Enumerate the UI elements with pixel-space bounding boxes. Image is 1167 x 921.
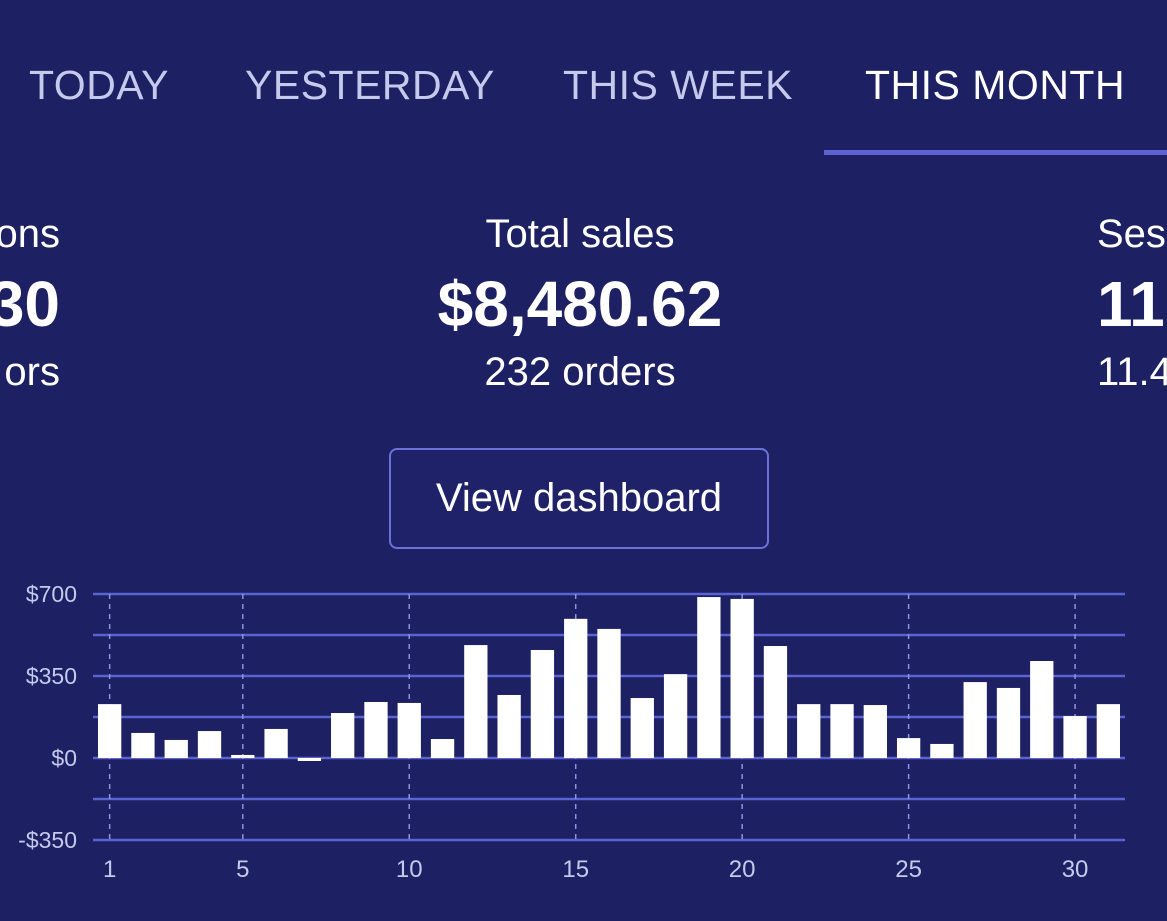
view-dashboard-button[interactable]: View dashboard bbox=[389, 448, 769, 549]
bars bbox=[97, 597, 1121, 761]
y-tick-label: $700 bbox=[26, 581, 77, 607]
bar-day-7[interactable] bbox=[297, 758, 322, 761]
bar-day-12[interactable] bbox=[464, 645, 488, 758]
stat-value: 30 bbox=[0, 268, 60, 340]
stat-visitors: ons 30 ors bbox=[0, 210, 60, 396]
date-range-tabs: TODAY YESTERDAY THIS WEEK THIS MONTH bbox=[0, 0, 1167, 156]
bar-day-17[interactable] bbox=[630, 698, 654, 758]
tab-this-week[interactable]: THIS WEEK bbox=[563, 62, 794, 108]
stat-label: Total sales bbox=[485, 212, 675, 256]
stat-subtext: ors bbox=[4, 350, 60, 394]
bar-day-10[interactable] bbox=[397, 702, 421, 758]
bar-day-1[interactable] bbox=[97, 704, 122, 758]
bar-day-27[interactable] bbox=[963, 682, 987, 758]
bar-day-23[interactable] bbox=[830, 704, 854, 758]
tab-this-month[interactable]: THIS MONTH bbox=[865, 62, 1126, 108]
stat-subtext: 232 orders bbox=[484, 350, 676, 394]
stat-total-sales: Total sales $8,480.62 232 orders bbox=[380, 210, 780, 396]
stat-value: 11 bbox=[1097, 268, 1165, 340]
bar-day-21[interactable] bbox=[763, 646, 788, 758]
bar-day-18[interactable] bbox=[663, 674, 688, 758]
tab-yesterday[interactable]: YESTERDAY bbox=[245, 62, 495, 108]
bar-day-16[interactable] bbox=[597, 628, 621, 758]
bar-day-22[interactable] bbox=[797, 704, 821, 758]
y-tick-label: -$350 bbox=[18, 827, 77, 853]
x-tick-label: 20 bbox=[729, 856, 756, 883]
bar-day-13[interactable] bbox=[497, 694, 521, 758]
bar-day-8[interactable] bbox=[331, 713, 355, 758]
sales-bar-chart: -$350$0$350$700 1 5 10 15 20 25 30 bbox=[18, 581, 1125, 883]
stat-sessions: Ses 11 11.4 bbox=[1097, 210, 1167, 396]
bar-day-28[interactable] bbox=[996, 687, 1021, 758]
bar-day-31[interactable] bbox=[1096, 704, 1121, 758]
x-tick-label: 10 bbox=[396, 856, 423, 883]
tab-today[interactable]: TODAY bbox=[29, 62, 169, 108]
y-tick-label: $0 bbox=[51, 745, 77, 771]
bar-day-11[interactable] bbox=[430, 739, 455, 758]
bar-day-24[interactable] bbox=[863, 705, 887, 758]
bar-day-3[interactable] bbox=[164, 739, 188, 758]
x-axis-ticks: 1 5 10 15 20 25 30 bbox=[103, 856, 1088, 883]
active-tab-indicator bbox=[824, 150, 1167, 155]
bar-day-4[interactable] bbox=[197, 731, 222, 758]
bar-day-6[interactable] bbox=[264, 728, 288, 758]
bar-day-2[interactable] bbox=[131, 732, 155, 758]
bar-day-26[interactable] bbox=[930, 743, 954, 758]
stat-subtext: 11.4 bbox=[1097, 350, 1167, 394]
bar-day-19[interactable] bbox=[697, 597, 721, 758]
bar-day-14[interactable] bbox=[530, 649, 555, 758]
bar-day-5[interactable] bbox=[231, 754, 255, 758]
x-tick-label: 1 bbox=[103, 856, 116, 883]
x-tick-label: 30 bbox=[1062, 856, 1089, 883]
bar-day-25[interactable] bbox=[896, 738, 921, 758]
bar-day-9[interactable] bbox=[364, 702, 388, 758]
x-tick-label: 5 bbox=[236, 856, 249, 883]
x-tick-label: 15 bbox=[562, 856, 589, 883]
bar-day-20[interactable] bbox=[730, 598, 754, 758]
bar-day-29[interactable] bbox=[1030, 661, 1054, 758]
y-tick-label: $350 bbox=[26, 663, 77, 689]
bar-day-30[interactable] bbox=[1063, 716, 1087, 758]
stat-label: ons bbox=[0, 212, 60, 256]
stat-label: Ses bbox=[1097, 212, 1166, 256]
bar-day-15[interactable] bbox=[564, 618, 588, 758]
y-axis-ticks: -$350 $0 $350 $700 bbox=[18, 581, 77, 853]
x-tick-label: 25 bbox=[895, 856, 922, 883]
stat-value: $8,480.62 bbox=[437, 268, 723, 340]
